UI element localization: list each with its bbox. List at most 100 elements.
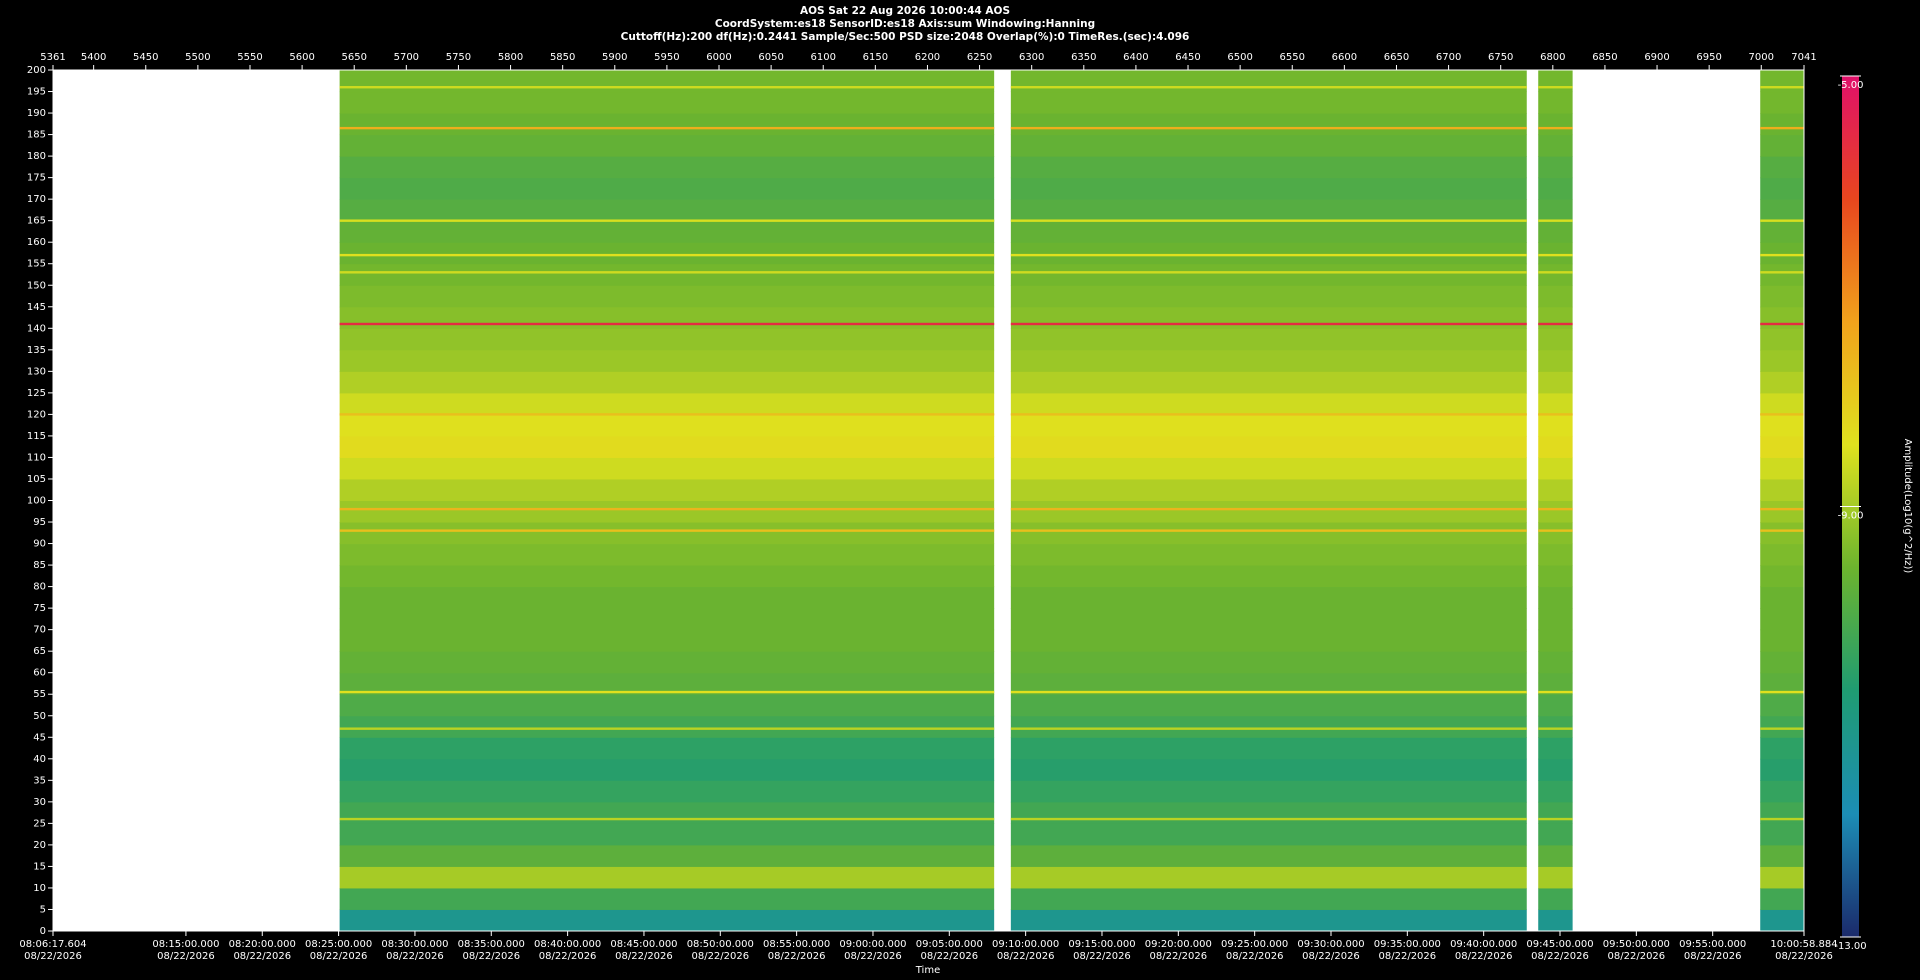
x-date-label: 08/22/2026 [844, 951, 902, 962]
tonal-line [1010, 817, 1527, 821]
spectrogram-cell [1538, 70, 1573, 93]
spectrogram-cell [1760, 823, 1804, 846]
tonal-line [339, 817, 995, 821]
spectrogram-cell [1538, 306, 1573, 329]
x-top-tick-label: 5500 [185, 52, 210, 63]
spectrogram-cell [1538, 242, 1573, 265]
spectrogram-cell [339, 543, 995, 566]
x-top-tick-label: 6500 [1227, 52, 1252, 63]
spectrogram-cell [1760, 392, 1804, 415]
spectrogram-cell [1760, 543, 1804, 566]
spectrogram-cell [339, 199, 995, 222]
x-time-tick-label: 08:35:00.000 [458, 939, 525, 950]
x-time-tick-label: 09:45:00.000 [1526, 939, 1593, 950]
tonal-line [1760, 253, 1804, 257]
spectrogram-cell [339, 844, 995, 867]
tonal-line [1538, 690, 1573, 694]
x-date-label: 08/22/2026 [1608, 951, 1666, 962]
x-time-tick-label: 09:15:00.000 [1068, 939, 1135, 950]
spectrogram-cell [339, 866, 995, 889]
spectrogram-cell [339, 177, 995, 200]
y-tick-label: 70 [33, 625, 46, 636]
x-top-tick-label: 6750 [1488, 52, 1513, 63]
spectrogram-cell [1760, 156, 1804, 179]
spectrogram-cell [1760, 177, 1804, 200]
x-top-tick-label: 6450 [1175, 52, 1200, 63]
x-time-tick-label: 09:05:00.000 [916, 939, 983, 950]
spectrogram-cell [1538, 263, 1573, 286]
spectrogram-cell [1538, 715, 1573, 738]
x-top-tick-label: 6900 [1644, 52, 1669, 63]
colorbar-tick-label: -9.00 [1838, 511, 1864, 522]
spectrogram-cell [1010, 694, 1527, 717]
spectrogram-cell [1538, 220, 1573, 243]
spectrogram-cell [1760, 651, 1804, 674]
colorbar-label: Amplitude(Log10(g^2/Hz)) [1902, 439, 1913, 574]
spectrogram-cell [1538, 435, 1573, 458]
x-top-tick-label: 5800 [498, 52, 523, 63]
tonal-line [1538, 126, 1573, 130]
spectrogram-cell [1538, 758, 1573, 781]
spectrogram-cell [1010, 522, 1527, 545]
tonal-line [1538, 817, 1573, 821]
spectrogram-cell [1538, 328, 1573, 351]
x-time-tick-label: 09:10:00.000 [992, 939, 1059, 950]
x-top-tick-label: 6100 [811, 52, 836, 63]
spectrogram-cell [1760, 758, 1804, 781]
y-tick-label: 15 [33, 861, 46, 872]
tonal-line [1538, 86, 1573, 89]
spectrogram-cell [1760, 672, 1804, 695]
y-tick-label: 110 [27, 452, 46, 463]
y-tick-label: 55 [33, 689, 46, 700]
spectrogram-cell [1010, 608, 1527, 631]
y-tick-label: 100 [27, 496, 46, 507]
x-date-label: 08/22/2026 [24, 951, 82, 962]
colorbar-tick-label: -13.00 [1834, 941, 1866, 952]
y-tick-label: 20 [33, 840, 46, 851]
spectrogram-cell [1760, 694, 1804, 717]
spectrogram-cell [339, 629, 995, 652]
tonal-line [1010, 322, 1527, 326]
tonal-line [1538, 727, 1573, 730]
spectrogram-cell [1538, 156, 1573, 179]
spectrogram-cell [1760, 608, 1804, 631]
y-tick-label: 155 [27, 259, 46, 270]
spectrogram-cell [1760, 866, 1804, 889]
spectrogram-cell [1538, 457, 1573, 480]
spectrogram-cell [1010, 909, 1527, 932]
spectrogram-cell [1538, 887, 1573, 910]
x-top-tick-label: 7041 [1791, 52, 1816, 63]
spectrogram-cell [339, 909, 995, 932]
tonal-line [1760, 690, 1804, 694]
spectrogram-cell [1538, 780, 1573, 803]
y-tick-label: 105 [27, 474, 46, 485]
x-top-tick-label: 5550 [237, 52, 262, 63]
spectrogram-cell [1760, 285, 1804, 308]
spectrogram-cell [1760, 113, 1804, 136]
x-top-tick-label: 6050 [758, 52, 783, 63]
x-time-tick-label: 09:25:00.000 [1221, 939, 1288, 950]
spectrogram-cell [1760, 909, 1804, 932]
spectrogram-cell [1010, 457, 1527, 480]
spectrogram-cell [1010, 306, 1527, 329]
tonal-line [1760, 817, 1804, 821]
y-tick-label: 180 [27, 151, 46, 162]
x-date-label: 08/22/2026 [1531, 951, 1589, 962]
spectrogram-cell [339, 823, 995, 846]
tonal-line [339, 322, 995, 326]
spectrogram-cell [1538, 134, 1573, 157]
x-time-tick-label: 09:35:00.000 [1374, 939, 1441, 950]
tonal-line [1760, 322, 1804, 326]
spectrogram-cell [1010, 715, 1527, 738]
x-date-label: 08/22/2026 [1073, 951, 1131, 962]
x-date-label: 08/22/2026 [768, 951, 826, 962]
spectrogram-cell [1760, 780, 1804, 803]
x-date-label: 08/22/2026 [1455, 951, 1513, 962]
spectrogram-cell [1760, 70, 1804, 93]
spectrogram-cell [1760, 199, 1804, 222]
spectrogram-cell [1760, 414, 1804, 437]
y-tick-label: 185 [27, 130, 46, 141]
spectrogram-cell [1538, 823, 1573, 846]
spectrogram-cell [339, 478, 995, 501]
spectrogram-cell [1760, 887, 1804, 910]
